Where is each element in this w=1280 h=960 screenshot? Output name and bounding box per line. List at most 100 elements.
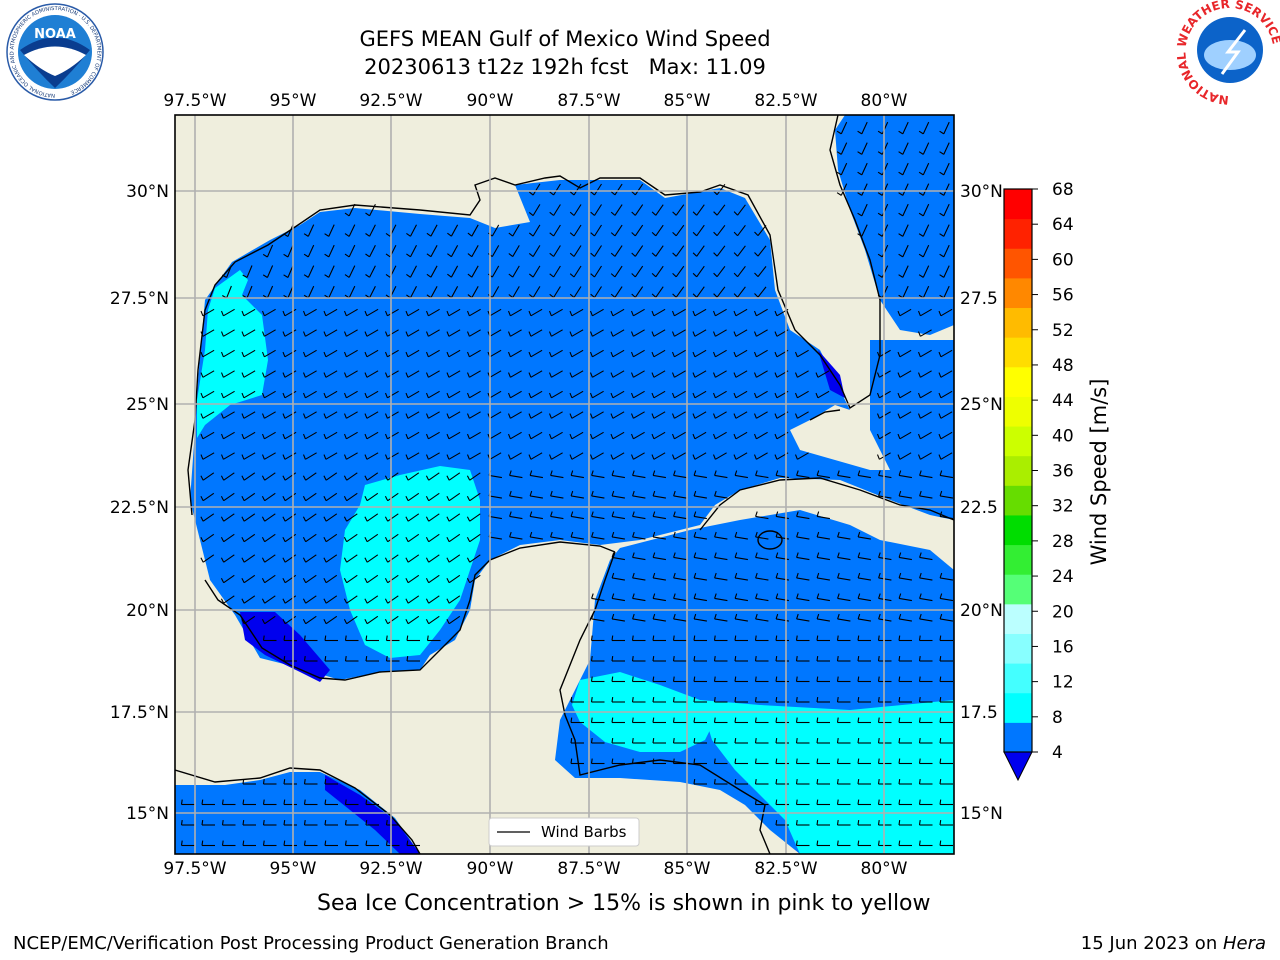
wind-barb-flag	[611, 656, 614, 662]
wind-barb-staff	[714, 618, 728, 622]
wind-barb-staff	[632, 618, 646, 622]
wind-barb-flag	[590, 191, 595, 196]
wind-barb-flag	[591, 531, 594, 538]
wind-barb-flag	[507, 372, 511, 378]
lat-label-right: 20°N	[960, 601, 1003, 621]
wind-barb-flag	[509, 511, 512, 517]
wind-barb-flag	[220, 413, 224, 419]
wind-barb-staff	[675, 224, 685, 237]
wind-barb-flag	[631, 273, 636, 278]
wind-barb-staff	[840, 162, 848, 176]
wind-barb-flag	[220, 392, 224, 399]
wind-barb-flag	[816, 613, 820, 620]
wind-barb-staff	[675, 204, 685, 216]
wind-barb-flag	[631, 232, 636, 237]
wind-barb-flag	[466, 516, 471, 522]
wind-barb-staff	[448, 452, 461, 460]
wind-barb-flag	[938, 413, 942, 419]
wind-barb-staff	[940, 474, 953, 479]
wind-barb-staff	[325, 533, 338, 543]
gridlines	[175, 115, 954, 854]
wind-barb-staff	[223, 370, 235, 378]
calm-patch-pacific	[325, 775, 420, 854]
wind-barb-flag	[590, 252, 595, 257]
wind-barb-flag	[673, 613, 676, 620]
wind-barb-flag	[672, 717, 675, 723]
wind-barb-flag	[591, 470, 594, 476]
wind-barb-staff	[346, 370, 358, 378]
wind-barb-flag	[713, 738, 716, 744]
wind-barb-flag	[611, 572, 615, 579]
wind-barb-staff	[634, 265, 644, 278]
wind-barb-staff	[407, 431, 420, 440]
wind-barb-flag	[590, 635, 593, 641]
wind-barb-staff	[246, 285, 253, 299]
wind-barb-staff	[920, 308, 932, 317]
wind-barb-staff	[325, 411, 338, 419]
wind-barb-flag	[734, 593, 738, 599]
wind-barb-flag	[385, 820, 388, 826]
lat-label-left: 15°N	[126, 804, 169, 824]
wind-barb-staff	[940, 515, 953, 520]
wind-barb-flag	[528, 273, 534, 278]
wind-barb-staff	[940, 597, 953, 602]
wind-barb-staff	[694, 411, 707, 419]
wind-barb-staff	[943, 224, 950, 237]
wind-barb-flag	[241, 372, 245, 378]
chart-title: GEFS MEAN Gulf of Mexico Wind Speed	[359, 27, 771, 51]
wind-barb-flag	[384, 413, 388, 419]
wind-barb-staff	[387, 370, 399, 378]
wind-barb-flag	[857, 212, 863, 217]
colorbar-cells	[1004, 189, 1032, 753]
wind-barb-flag	[590, 738, 593, 744]
wind-barb-staff	[902, 285, 909, 299]
wind-barb-staff	[550, 536, 564, 540]
noaa-logo-text: NOAA	[34, 27, 76, 42]
wind-barb-staff	[532, 204, 541, 216]
lon-label-top: 97.5°W	[163, 91, 226, 111]
wind-barb-flag	[201, 799, 204, 805]
wind-barb-staff	[817, 618, 830, 622]
wind-barb-staff	[714, 597, 728, 602]
wind-barb-flag	[610, 191, 616, 196]
wind-barb-staff	[243, 472, 256, 481]
wind-barb-staff	[284, 615, 297, 625]
wind-barb-flag	[631, 758, 634, 764]
wind-barb-staff	[348, 224, 356, 237]
wind-barb-flag	[507, 413, 511, 419]
wind-barb-flag	[425, 578, 430, 583]
wind-barb-flag	[693, 656, 696, 662]
wind-barb-flag	[283, 253, 289, 258]
wind-barb-staff	[612, 329, 625, 337]
wind-barb-flag	[753, 372, 757, 378]
wind-barb-flag	[241, 454, 245, 460]
wind-barb-flag	[774, 392, 778, 399]
wind-barb-flag	[303, 799, 306, 805]
wind-barb-flag	[734, 572, 738, 579]
wind-barb-flag	[324, 635, 327, 641]
wind-barb-staff	[919, 577, 933, 581]
wind-barb-flag	[261, 475, 266, 481]
wind-barb-flag	[446, 619, 450, 624]
wind-barb-flag	[550, 511, 553, 517]
wind-barb-flag	[303, 840, 306, 846]
wind-barb-flag	[672, 293, 677, 298]
wind-barb-flag	[693, 490, 697, 497]
wind-barb-staff	[264, 329, 276, 337]
wind-barb-staff	[756, 370, 768, 378]
wind-barb-staff	[591, 618, 605, 622]
wind-barb-flag	[631, 717, 634, 723]
wind-barb-staff	[530, 536, 543, 540]
wind-barb-flag	[570, 511, 574, 517]
wind-barb-staff	[264, 452, 276, 460]
wind-barb-staff	[861, 224, 868, 237]
wind-barb-flag	[590, 758, 593, 764]
wind-barb-staff	[512, 265, 520, 278]
wind-barb-flag	[672, 676, 675, 682]
wind-barb-flag	[775, 572, 779, 579]
wind-barb-staff	[797, 390, 809, 399]
wind-barb-flag	[651, 293, 657, 298]
wind-barb-flag	[466, 578, 471, 583]
wind-barb-flag	[774, 433, 778, 440]
wind-barb-flag	[385, 273, 391, 278]
